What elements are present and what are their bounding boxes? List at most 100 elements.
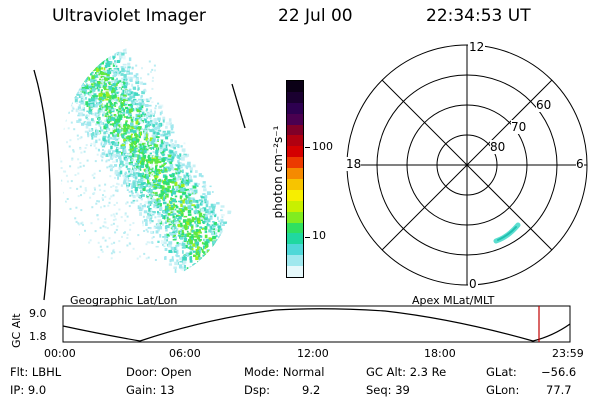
aurora-pixel	[151, 101, 154, 103]
aurora-pixel	[143, 204, 146, 206]
aurora-pixel	[147, 127, 150, 130]
aurora-pixel	[128, 82, 130, 85]
aurora-pixel	[196, 231, 201, 234]
aurora-pixel	[162, 119, 165, 123]
aurora-pixel	[191, 225, 194, 229]
aurora-pixel	[130, 153, 132, 156]
aurora-pixel	[129, 223, 132, 226]
aurora-pixel	[184, 175, 186, 179]
aurora-pixel	[113, 98, 116, 101]
aurora-pixel	[149, 137, 153, 142]
aurora-pixel	[197, 210, 201, 214]
timeline-x-tick-0000: 00:00	[44, 347, 76, 360]
aurora-pixel	[92, 259, 95, 261]
aurora-pixel	[174, 181, 178, 186]
aurora-pixel	[149, 221, 152, 224]
aurora-pixel	[184, 227, 188, 231]
aurora-pixel	[238, 245, 240, 249]
aurora-pixel	[60, 55, 62, 59]
aurora-pixel	[111, 96, 115, 100]
aurora-pixel	[69, 52, 74, 56]
aurora-pixel	[111, 99, 114, 102]
aurora-pixel	[91, 64, 94, 67]
aurora-pixel	[119, 173, 121, 177]
aurora-pixel	[134, 150, 138, 153]
aurora-pixel	[113, 79, 116, 82]
mlt-label-6: 6	[576, 157, 584, 171]
aurora-pixel	[202, 216, 205, 219]
aurora-pixel	[97, 88, 100, 92]
aurora-pixel	[155, 154, 159, 157]
aurora-pixel	[78, 80, 81, 83]
aurora-pixel	[51, 72, 55, 74]
aurora-pixel	[214, 214, 217, 218]
aurora-pixel	[198, 265, 201, 270]
aurora-pixel	[228, 229, 232, 233]
aurora-pixel	[106, 128, 111, 131]
aurora-pixel	[141, 158, 145, 163]
aurora-pixel	[165, 168, 167, 172]
aurora-pixel	[139, 132, 142, 137]
aurora-pixel	[164, 233, 167, 238]
aurora-pixel	[186, 221, 191, 226]
aurora-pixel	[149, 98, 152, 101]
aurora-pixel	[60, 85, 63, 88]
aurora-pixel	[78, 248, 81, 251]
aurora-pixel	[174, 226, 177, 230]
aurora-pixel	[135, 165, 138, 168]
aurora-pixel	[128, 106, 131, 109]
aurora-pixel	[181, 208, 185, 213]
aurora-pixel	[200, 274, 202, 277]
timeline-x-tick-0600: 06:00	[169, 347, 201, 360]
aurora-pixel	[207, 212, 212, 215]
aurora-pixel	[118, 114, 123, 118]
aurora-pixel	[195, 170, 198, 173]
aurora-pixel	[183, 224, 188, 229]
aurora-pixel	[177, 234, 182, 237]
aurora-pixel	[85, 125, 89, 129]
aurora-pixel	[91, 98, 95, 102]
aurora-pixel	[78, 118, 82, 121]
aurora-pixel	[212, 271, 216, 275]
aurora-pixel	[68, 94, 71, 97]
aurora-pixel	[126, 189, 129, 191]
aurora-pixel	[60, 221, 62, 224]
aurora-pixel	[127, 180, 131, 182]
aurora-pixel	[135, 73, 139, 76]
aurora-pixel	[207, 218, 211, 223]
aurora-pixel	[106, 129, 109, 132]
aurora-pixel	[111, 137, 114, 140]
aurora-pixel	[122, 146, 126, 149]
aurora-pixel	[141, 98, 144, 103]
aurora-pixel	[136, 124, 139, 128]
aurora-pixel	[114, 104, 117, 107]
aurora-pixel	[177, 162, 181, 164]
aurora-pixel	[147, 126, 150, 129]
aurora-pixel	[68, 67, 72, 70]
aurora-pixel	[79, 162, 82, 164]
aurora-pixel	[214, 267, 217, 272]
aurora-pixel	[123, 73, 127, 78]
aurora-pixel	[117, 137, 120, 140]
aurora-pixel	[165, 229, 168, 232]
aurora-pixel	[60, 47, 62, 51]
aurora-pixel	[78, 46, 82, 50]
aurora-pixel	[140, 105, 144, 109]
aurora-pixel	[141, 90, 145, 95]
aurora-pixel	[118, 251, 121, 254]
aurora-pixel	[80, 194, 82, 197]
aurora-pixel	[107, 120, 110, 124]
aurora-pixel	[180, 187, 185, 192]
aurora-pixel	[181, 282, 184, 285]
aurora-pixel	[219, 220, 222, 225]
aurora-pixel	[81, 61, 86, 65]
aurora-pixel	[91, 120, 95, 123]
aurora-pixel	[145, 109, 148, 112]
aurora-pixel	[112, 194, 115, 197]
aurora-pixel	[133, 147, 138, 151]
aurora-pixel	[141, 67, 143, 70]
aurora-pixel	[179, 195, 183, 198]
aurora-pixel	[73, 50, 76, 53]
aurora-pixel	[93, 135, 98, 138]
aurora-pixel	[118, 155, 122, 159]
